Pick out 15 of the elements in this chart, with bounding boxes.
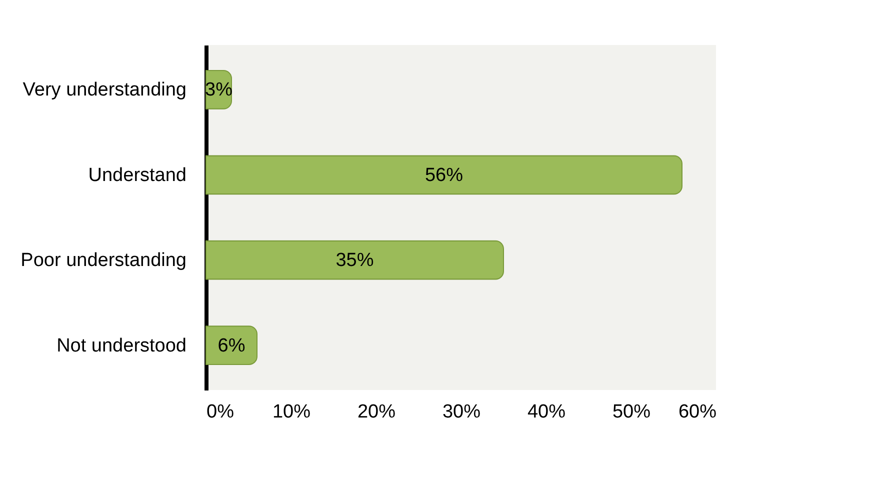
- y-tick-label: Not understood: [56, 335, 186, 356]
- x-tick-label: 20%: [357, 402, 396, 422]
- x-tick-label: 40%: [527, 402, 566, 422]
- x-tick-label: 30%: [442, 402, 481, 422]
- data-label: 35%: [336, 250, 374, 272]
- y-tick-label: Very understanding: [22, 80, 186, 101]
- x-tick-label: 0%: [206, 402, 234, 422]
- x-tick-label: 10%: [272, 402, 311, 422]
- y-tick-label: Poor understanding: [20, 250, 186, 272]
- data-label: 56%: [424, 164, 464, 186]
- data-label: 6%: [218, 335, 246, 356]
- x-tick-label: 60%: [678, 402, 717, 422]
- data-label: 3%: [205, 80, 233, 101]
- x-tick-label: 50%: [612, 402, 651, 422]
- y-tick-label: Understand: [88, 164, 186, 186]
